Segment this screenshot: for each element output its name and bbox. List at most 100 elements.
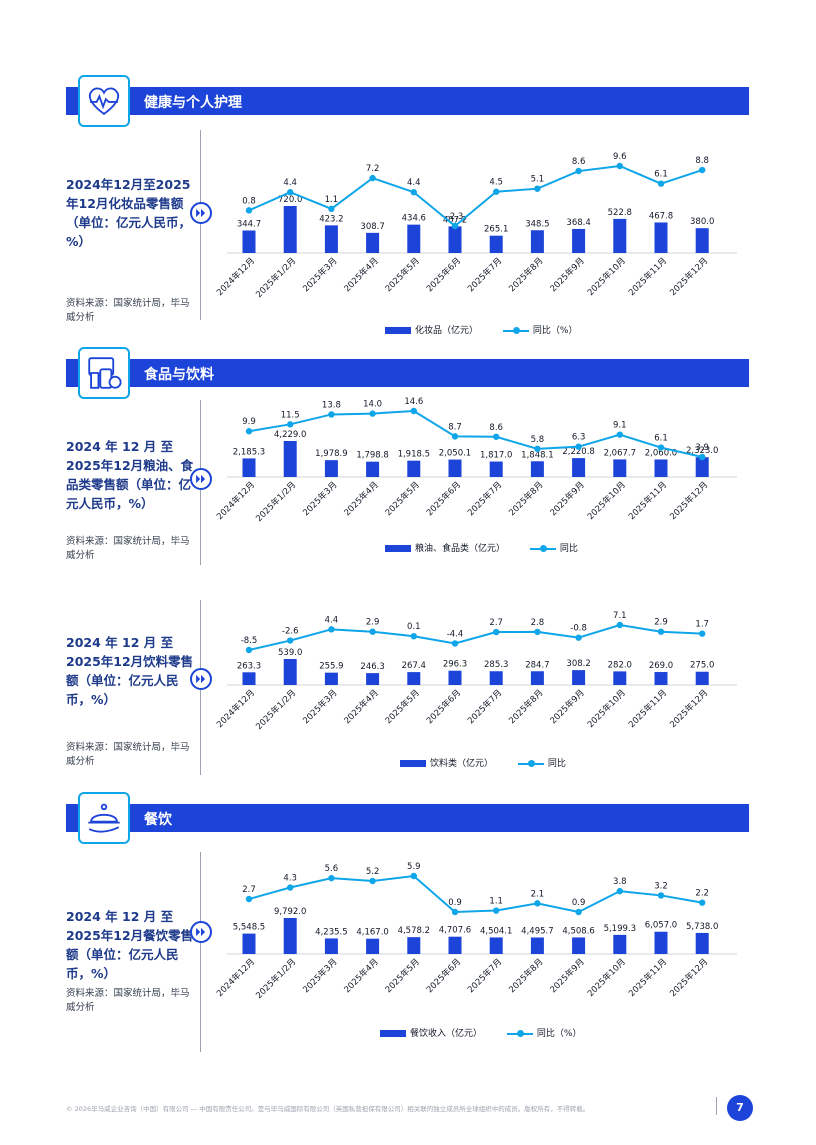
bar bbox=[695, 932, 709, 954]
yoy-line bbox=[248, 164, 703, 228]
x-tick-label: 2025年7月 bbox=[465, 479, 504, 518]
bar bbox=[448, 936, 462, 954]
bar-value-label: 255.9 bbox=[319, 662, 343, 672]
yoy-point bbox=[410, 189, 417, 196]
bar bbox=[448, 670, 462, 685]
yoy-point bbox=[245, 428, 253, 435]
bar-value-label: 348.5 bbox=[525, 219, 549, 229]
bar-value-label: 284.7 bbox=[525, 660, 549, 670]
yoy-point bbox=[493, 188, 500, 195]
x-tick-label: 2025年5月 bbox=[383, 687, 422, 726]
yoy-point bbox=[369, 877, 376, 885]
legend-line-label: 同比（%） bbox=[536, 1029, 582, 1039]
yoy-point bbox=[369, 410, 376, 417]
yoy-point bbox=[657, 892, 665, 899]
bar bbox=[324, 460, 338, 477]
bar bbox=[324, 672, 338, 685]
bar-value-label: 4,504.1 bbox=[480, 926, 512, 936]
yoy-value-label: 8.6 bbox=[572, 157, 586, 167]
bar bbox=[242, 672, 256, 685]
bar bbox=[695, 457, 709, 477]
x-tick-label: 2025年7月 bbox=[465, 956, 504, 995]
yoy-point bbox=[493, 628, 500, 636]
x-tick-label: 2024年12月 bbox=[215, 687, 257, 730]
x-tick-label: 2025年9月 bbox=[548, 255, 587, 294]
footer-divider bbox=[716, 1097, 717, 1115]
beverage-chart: 263.3 539.0 255.9 246.3 267.4 296.3 285.3 284.7… bbox=[215, 611, 737, 732]
legend-bar-item: 餐饮收入（亿元） bbox=[380, 1026, 482, 1039]
yoy-value-label: 9.6 bbox=[613, 152, 627, 162]
chart-description: 2024 年 12 月 至 2025年12月饮料零售额（单位：亿元人民币，%） bbox=[66, 635, 194, 707]
yoy-point bbox=[410, 407, 417, 415]
yoy-value-label: 2.2 bbox=[695, 889, 709, 899]
x-tick-label: 2025年11月 bbox=[626, 687, 669, 730]
yoy-value-label: 2.9 bbox=[654, 618, 668, 628]
bar bbox=[448, 459, 462, 477]
bar bbox=[407, 460, 421, 477]
yoy-point bbox=[534, 900, 541, 907]
x-tick-label: 2025年12月 bbox=[668, 956, 711, 999]
bar-value-label: 467.8 bbox=[649, 211, 673, 221]
bar-value-label: 4,707.6 bbox=[439, 926, 471, 936]
x-tick-label: 2025年6月 bbox=[424, 255, 463, 294]
x-tick-label: 2025年1/2月 bbox=[254, 687, 299, 732]
x-tick-label: 2025年5月 bbox=[383, 956, 422, 995]
bar bbox=[530, 937, 544, 954]
yoy-point bbox=[328, 205, 335, 213]
chart-legend: 餐饮收入（亿元） 同比（%） bbox=[380, 1026, 603, 1039]
yoy-point bbox=[451, 222, 459, 230]
section-bar-food: 食品与饮料 bbox=[66, 359, 749, 387]
catering-chart: 5,548.5 9,792.0 4,235.5 4,167.0 4,578.2 4,707… bbox=[215, 862, 737, 1001]
legend-bar-label: 粮油、食品类（亿元） bbox=[415, 544, 506, 554]
yoy-value-label: 5.9 bbox=[407, 862, 421, 872]
yoy-point bbox=[287, 421, 294, 428]
yoy-value-label: 4.4 bbox=[325, 615, 339, 625]
x-tick-label: 2025年1/2月 bbox=[254, 479, 299, 524]
yoy-value-label: 4.4 bbox=[407, 178, 421, 188]
section-bar-catering: 餐饮 bbox=[66, 804, 749, 832]
play-arrow-icon bbox=[190, 202, 212, 224]
grocery-icon bbox=[78, 347, 130, 399]
legend-line-item: 同比（%） bbox=[502, 323, 577, 336]
bar bbox=[572, 670, 586, 685]
yoy-value-label: 5.8 bbox=[531, 435, 545, 445]
bar bbox=[283, 206, 297, 253]
yoy-line bbox=[248, 874, 703, 914]
bar-value-label: 1,817.0 bbox=[480, 451, 512, 461]
yoy-value-label: 2.7 bbox=[242, 885, 256, 895]
yoy-point bbox=[534, 445, 541, 453]
x-tick-label: 2025年4月 bbox=[342, 687, 381, 726]
bar-value-label: 2,323.0 bbox=[686, 446, 718, 456]
yoy-point bbox=[657, 180, 665, 187]
chart-legend: 粮油、食品类（亿元） 同比 bbox=[385, 541, 600, 554]
chart-legend: 化妆品（亿元） 同比（%） bbox=[385, 323, 599, 336]
x-tick-label: 2025年12月 bbox=[668, 687, 711, 730]
cloche-icon bbox=[78, 792, 130, 844]
x-tick-label: 2025年10月 bbox=[585, 687, 628, 730]
yoy-point bbox=[699, 166, 706, 174]
yoy-value-label: 4.4 bbox=[283, 178, 297, 188]
divider-line bbox=[200, 852, 201, 1052]
bar bbox=[613, 218, 627, 253]
bar-value-label: 5,738.0 bbox=[686, 922, 718, 932]
x-tick-label: 2024年12月 bbox=[215, 255, 257, 298]
bar-value-label: 1,918.5 bbox=[398, 450, 430, 460]
bar bbox=[448, 226, 462, 253]
legend-line-item: 同比 bbox=[529, 541, 578, 554]
x-tick-label: 2025年10月 bbox=[585, 255, 628, 298]
bar bbox=[283, 918, 297, 954]
x-tick-label: 2025年8月 bbox=[507, 687, 546, 726]
yoy-value-label: 9.9 bbox=[242, 417, 256, 427]
legend-line-item: 同比（%） bbox=[506, 1026, 582, 1039]
bar bbox=[283, 659, 297, 685]
yoy-point bbox=[287, 637, 294, 644]
bar bbox=[366, 938, 380, 954]
yoy-point bbox=[657, 444, 665, 451]
yoy-line bbox=[248, 409, 703, 458]
yoy-value-label: 5.6 bbox=[325, 864, 339, 874]
yoy-point bbox=[616, 621, 623, 629]
divider-line bbox=[200, 130, 201, 320]
yoy-value-label: -8.5 bbox=[241, 636, 258, 646]
bar bbox=[695, 671, 709, 685]
bar-value-label: 296.3 bbox=[443, 660, 467, 670]
